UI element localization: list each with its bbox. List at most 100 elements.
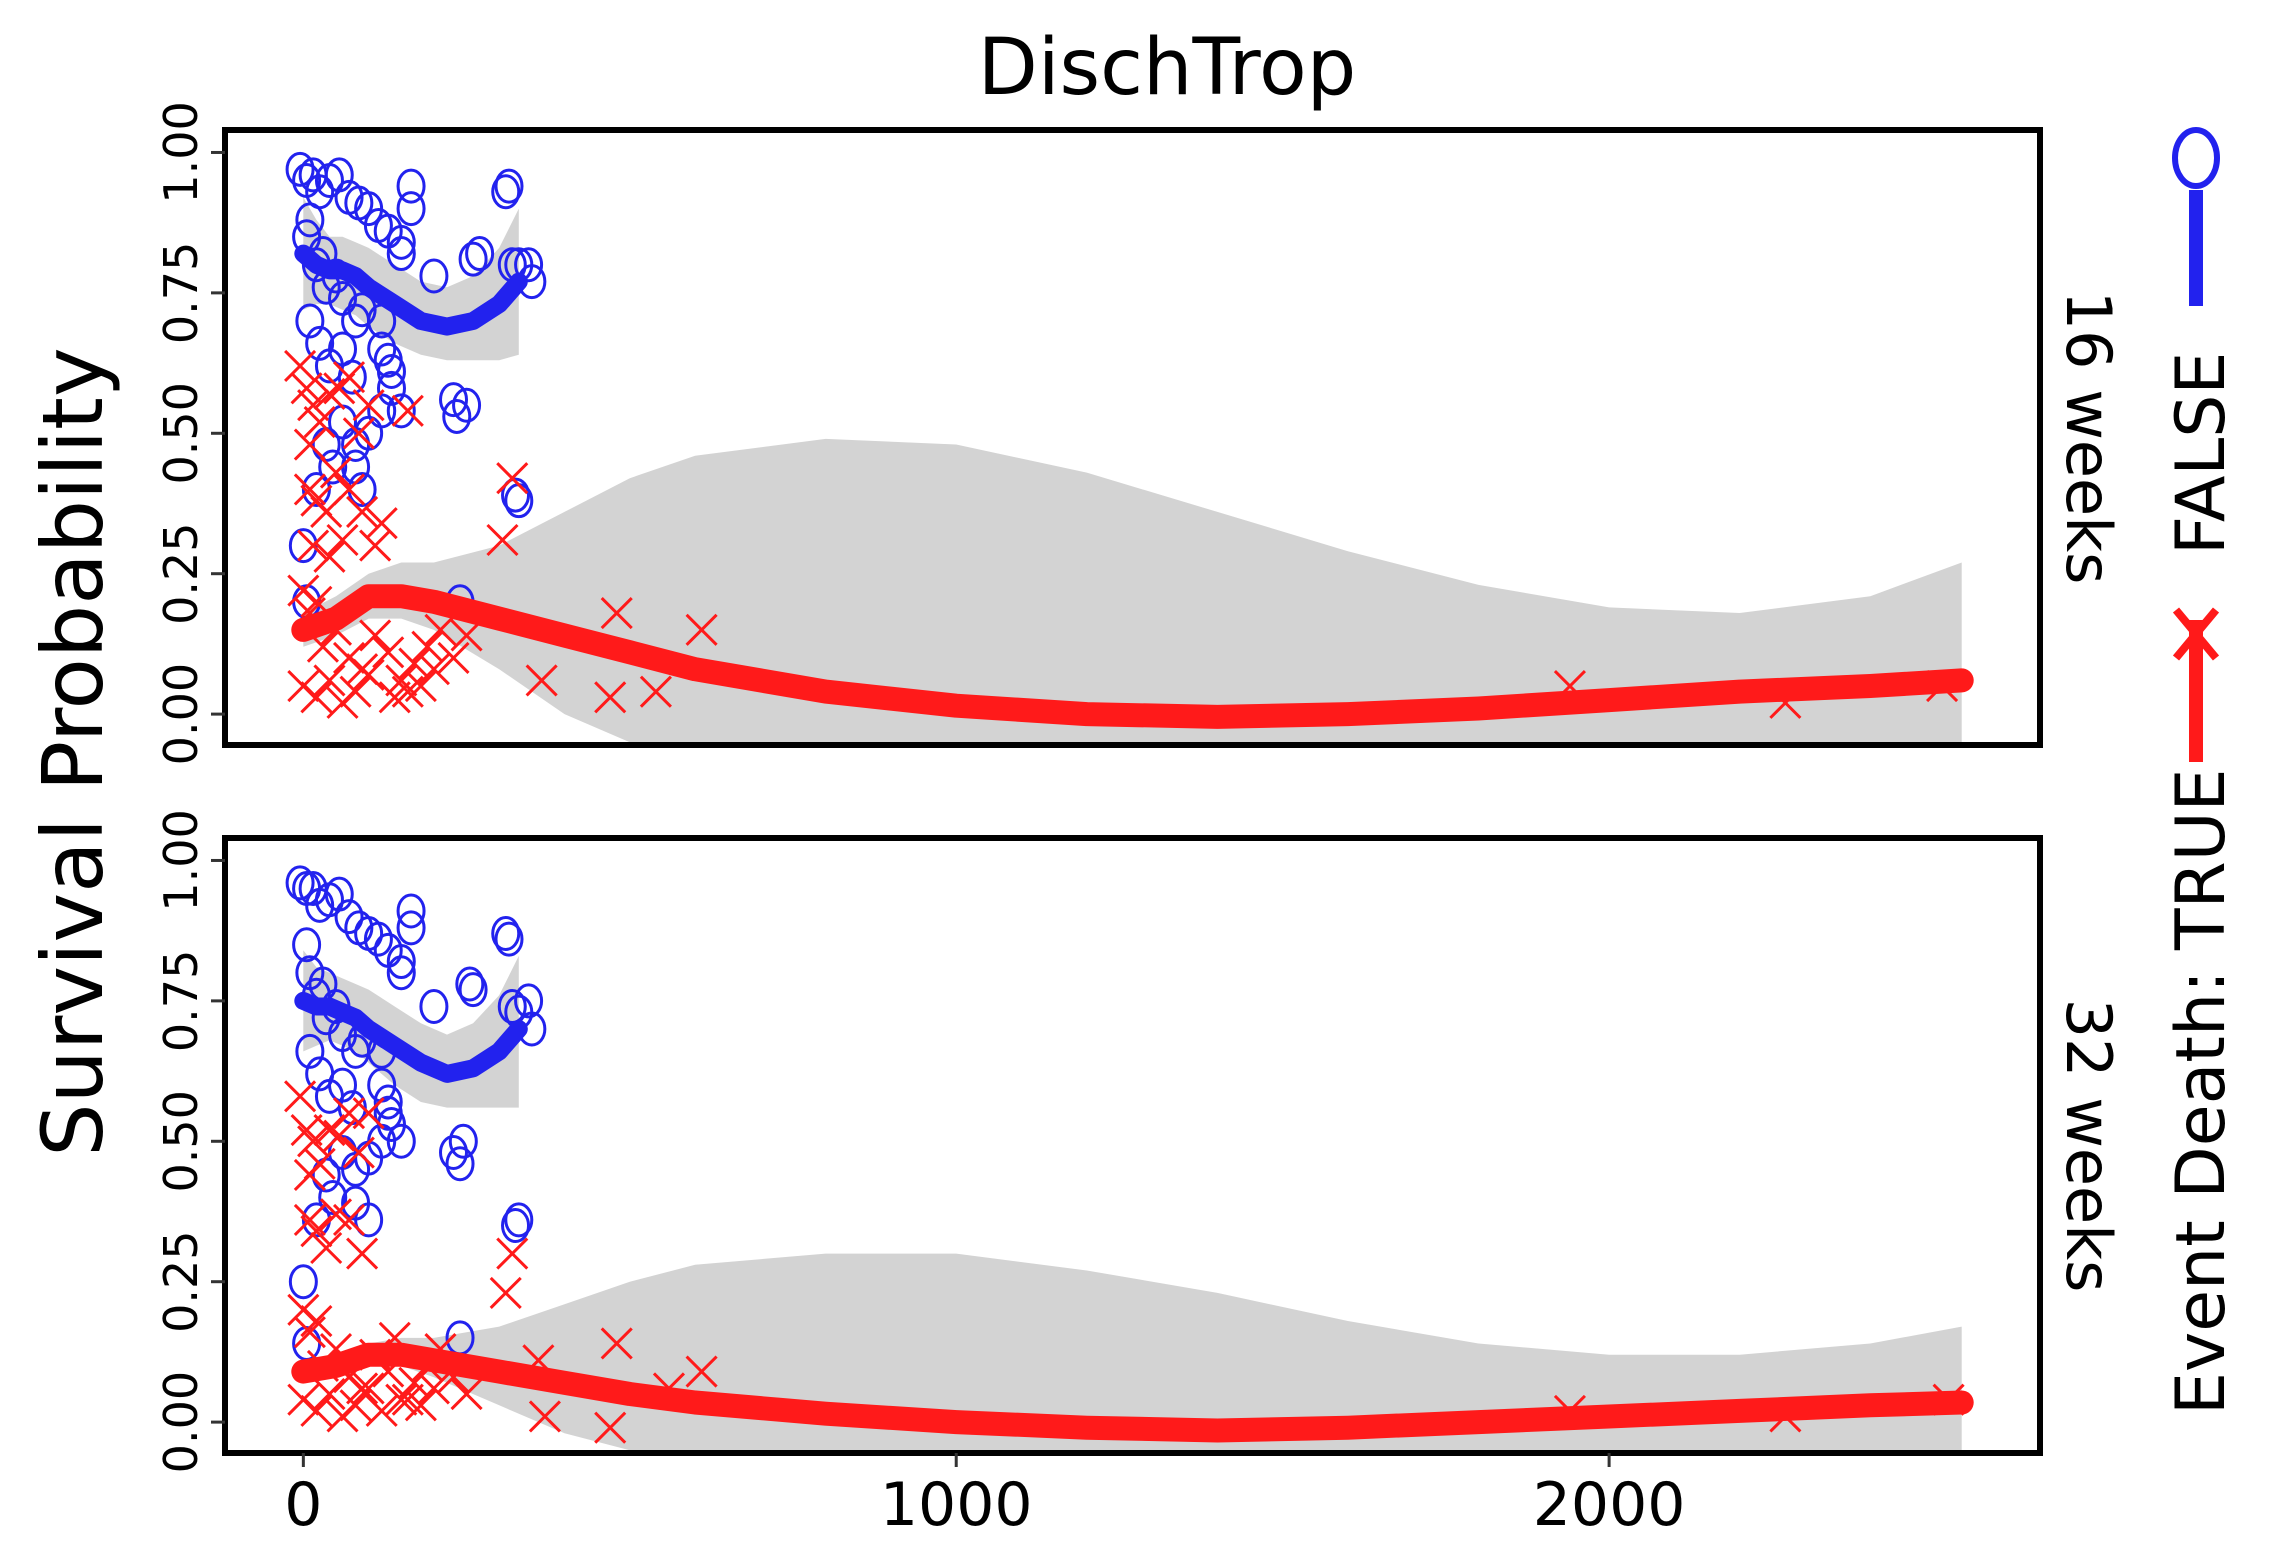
data-point-true [404,669,437,703]
data-point-true [385,1383,418,1416]
data-point-true [297,1125,330,1158]
data-point-true [639,675,672,708]
data-point-false [491,174,521,210]
data-point-false [324,876,354,912]
panel-1: 0.00 0.25 0.50 0.75 1.00 16 weeks [154,101,2125,765]
data-point-false [386,393,416,429]
y-tick-label: 1.00 [154,101,208,203]
data-point-true [437,641,470,675]
data-point-true [489,1276,522,1309]
data-point-true [594,681,627,714]
plot-area [284,865,1974,1453]
data-point-false [376,354,406,390]
data-point-false [514,983,544,1019]
data-point-false [442,398,472,434]
chart-title: DischTrop [978,23,1356,113]
data-point-true [332,361,366,394]
y-tick-label: 0.25 [154,1230,208,1332]
data-point-false [373,1084,403,1120]
data-point-false [494,921,524,957]
data-point-true [352,1372,385,1405]
data-point-true [372,636,405,669]
data-point-true [284,349,317,382]
data-point-false [439,1135,469,1171]
smooth-line-false [294,991,528,1083]
data-point-true [346,1237,379,1270]
data-point-false [305,325,335,361]
data-point-true [685,1355,718,1388]
smooth-line-true [291,1342,1974,1443]
y-tick-label: 0.25 [154,522,208,624]
data-point-true [313,664,346,697]
data-point-true [297,389,330,422]
data-point-false [514,247,544,283]
data-point-false [288,1264,318,1300]
legend-entry-true-label: TRUE [2162,768,2241,951]
data-point-false [458,241,488,277]
smooth-line-false [294,244,528,336]
data-point-true [525,664,558,697]
data-point-false [318,449,348,485]
data-point-false [504,1202,534,1238]
data-point-true [339,675,372,708]
data-point-true [352,1097,385,1130]
data-point-true [293,473,326,506]
data-point-false [501,1208,531,1244]
data-point-false [455,966,485,1002]
y-tick-label: 0.75 [154,950,208,1052]
data-point-false [445,1146,475,1182]
data-point-false [386,1123,416,1159]
x-tick-label: 0 [284,1470,322,1540]
data-point-true [332,473,366,506]
y-tick-label: 0.75 [154,242,208,344]
data-point-true [496,462,529,495]
data-point-false [386,944,416,980]
data-point-false [285,865,315,901]
legend: Event Death: TRUE FALSE [2162,127,2241,1415]
data-point-false [386,955,416,991]
data-point-true [486,523,519,557]
data-point-true [359,529,392,562]
data-point-true [346,1372,379,1405]
data-point-true [293,1316,326,1349]
data-point-true [600,1327,633,1360]
plot-area [284,151,1974,745]
data-point-true [594,1411,627,1444]
data-point-true [365,1394,398,1427]
legend-entry-false-marker [2172,127,2220,189]
legend-entry-false-line [2189,190,2203,306]
data-point-false [328,1067,358,1103]
y-tick-label: 0.50 [154,382,208,484]
data-point-true [398,647,431,680]
data-point-false [396,168,426,204]
y-tick-label: 0.00 [154,1371,208,1473]
data-point-true [300,1215,333,1248]
data-point-true [326,523,359,557]
data-point-true [284,1080,317,1113]
data-point-true [297,529,330,562]
data-point-true [359,619,392,652]
y-axis-label: Survival Probability [24,347,122,1156]
data-point-false [285,151,315,187]
panel-2: 0.00 0.25 0.50 0.75 1.00 32 weeks 0 1000 2000 [154,809,2125,1540]
data-point-false [354,1202,384,1238]
legend-entry-true-line [2189,620,2203,762]
data-point-false [497,988,527,1024]
data-point-true [300,1304,333,1338]
data-point-true [398,1366,431,1399]
data-point-false [386,224,416,260]
data-point-false [311,427,341,463]
x-tick-label: 2000 [1533,1470,1686,1540]
y-tick-label: 0.50 [154,1090,208,1192]
data-point-false [386,236,416,272]
data-point-false [396,191,426,227]
data-point-true [313,1113,346,1147]
panel-strip-label: 16 weeks [2052,291,2125,585]
panel-strip-label: 32 weeks [2052,999,2125,1293]
data-point-false [448,1123,478,1159]
data-point-true [300,681,333,714]
data-point-true [352,658,385,691]
data-point-false [501,477,531,513]
data-point-false [328,404,358,440]
data-point-true [404,1389,437,1422]
